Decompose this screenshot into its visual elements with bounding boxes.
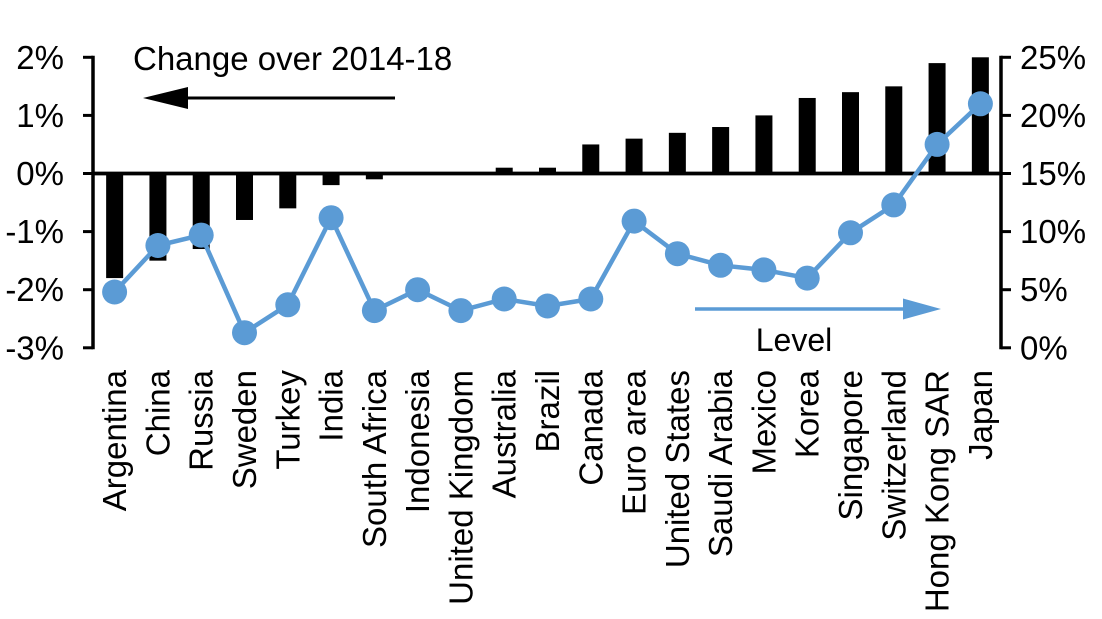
level-dot-Korea <box>794 265 820 291</box>
level-dot-Sweden <box>232 320 257 346</box>
level-annotation-label: Level <box>756 322 833 358</box>
level-dot-South Africa <box>361 298 387 324</box>
left-axis-tick-label: 2% <box>16 39 64 76</box>
x-tick-label-Brazil: Brazil <box>529 370 566 453</box>
bar-Saudi Arabia <box>712 127 730 174</box>
x-tick-label-South Africa: South Africa <box>356 369 393 548</box>
x-tick-label-India: India <box>313 369 350 441</box>
level-dot-Russia <box>188 222 214 248</box>
bar-South Africa <box>365 173 383 180</box>
level-dot-Mexico <box>751 257 777 283</box>
bar-Turkey <box>279 173 297 209</box>
left-arrow <box>143 87 395 109</box>
level-dot-Canada <box>578 286 604 312</box>
left-axis-tick-label: -3% <box>5 329 64 366</box>
bar-United States <box>668 132 686 174</box>
level-dot-Singapore <box>838 220 863 246</box>
level-dot-Indonesia <box>405 277 431 303</box>
level-dot-Euro area <box>621 208 647 234</box>
level-dot-United States <box>664 241 690 267</box>
x-tick-label-Sweden: Sweden <box>226 370 263 489</box>
x-tick-label-Japan: Japan <box>962 370 999 460</box>
right-arrow <box>695 298 941 320</box>
x-tick-label-Mexico: Mexico <box>745 370 782 475</box>
right-axis-tick-label: 10% <box>1020 213 1086 250</box>
x-tick-label-Euro area: Euro area <box>616 369 653 515</box>
right-axis-ticks: 25% 20% 15% 10% 5% 0% <box>1001 39 1086 366</box>
right-axis-tick-label: 25% <box>1020 39 1086 76</box>
bar-Brazil <box>539 167 556 174</box>
x-tick-label-Hong Kong SAR: Hong Kong SAR <box>919 370 956 612</box>
left-axis-tick-label: 0% <box>16 155 64 192</box>
level-dot-Hong Kong SAR <box>924 131 950 157</box>
x-tick-label-Switzerland: Switzerland <box>875 370 912 541</box>
bar-India <box>322 173 340 186</box>
x-tick-label-Canada: Canada <box>572 369 609 485</box>
level-dot-Japan <box>967 91 993 117</box>
left-axis-tick-label: 1% <box>16 97 64 134</box>
level-dot-United Kingdom <box>448 298 474 324</box>
x-tick-label-Saudi Arabia: Saudi Arabia <box>702 369 739 557</box>
right-axis-tick-label: 20% <box>1020 97 1086 134</box>
level-dot-India <box>318 205 344 231</box>
x-tick-label-Korea: Korea <box>789 369 826 458</box>
x-tick-label-China: China <box>139 369 176 456</box>
bar-Hong Kong SAR <box>928 63 946 174</box>
x-tick-label-Australia: Australia <box>486 369 523 498</box>
level-dot-Australia <box>491 286 517 312</box>
x-tick-label-Singapore: Singapore <box>832 370 869 520</box>
level-dot-China <box>145 233 171 258</box>
x-tick-label-United Kingdom: United Kingdom <box>442 370 479 605</box>
x-tick-label-Indonesia: Indonesia <box>399 369 436 513</box>
bar-Euro area <box>625 138 643 174</box>
right-axis-tick-label: 0% <box>1020 329 1068 366</box>
left-arrow-head <box>143 87 188 109</box>
change-annotation-label: Change over 2014-18 <box>133 40 452 77</box>
level-dot-Turkey <box>275 292 301 318</box>
line-series-layer <box>102 91 993 346</box>
level-dot-Argentina <box>102 279 128 305</box>
bar-Singapore <box>842 92 859 174</box>
bar-Argentina <box>106 173 124 279</box>
bar-Australia <box>495 167 513 174</box>
bar-Switzerland <box>885 86 903 174</box>
right-axis-tick-label: 15% <box>1020 155 1086 192</box>
x-tick-label-Argentina: Argentina <box>96 369 133 511</box>
x-tick-label-United States: United States <box>659 370 696 568</box>
x-tick-label-Turkey: Turkey <box>269 370 306 470</box>
x-tick-label-Russia: Russia <box>183 369 220 471</box>
bar-series-layer <box>106 57 989 279</box>
left-axis-tick-label: -2% <box>5 271 64 308</box>
bar-Korea <box>798 97 816 174</box>
right-axis-tick-label: 5% <box>1020 271 1068 308</box>
bar-Mexico <box>755 115 773 174</box>
left-axis-tick-label: -1% <box>5 213 64 250</box>
level-dot-Switzerland <box>881 192 907 218</box>
bar-Canada <box>582 144 600 174</box>
x-axis-labels: Argentina China Russia Sweden Turkey India Sou… <box>96 369 999 612</box>
left-axis-ticks: 2% 1% 0% -1% -2% -3% <box>5 39 93 366</box>
level-dot-Saudi Arabia <box>708 252 734 278</box>
right-arrow-head <box>903 298 941 320</box>
bar-Sweden <box>236 173 253 220</box>
level-dot-Brazil <box>535 293 560 319</box>
